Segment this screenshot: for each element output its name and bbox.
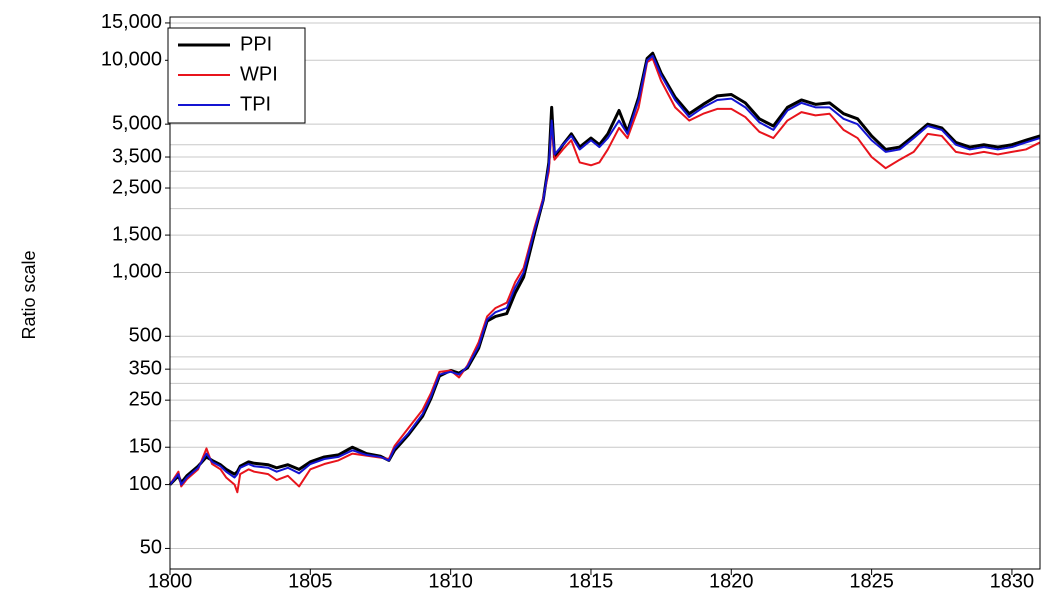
y-tick-label: 1,500: [112, 223, 162, 245]
y-tick-label: 500: [129, 325, 162, 347]
series-line: [169, 54, 1041, 486]
x-tick-label: 1815: [569, 570, 614, 590]
x-tick-label: 1810: [428, 570, 473, 590]
y-tick-label: 100: [129, 473, 162, 495]
y-tick-label: 350: [129, 357, 162, 379]
y-tick-label: 10,000: [101, 49, 162, 71]
x-tick-label: 1805: [288, 570, 333, 590]
y-tick-label: 1,000: [112, 261, 162, 283]
y-tick-label: 5,000: [112, 112, 162, 134]
y-tick-label: 150: [129, 436, 162, 458]
legend-label: TPI: [240, 93, 271, 115]
plot-frame: [169, 16, 1041, 570]
y-axis-label: Ratio scale: [19, 250, 39, 339]
legend-label: PPI: [240, 33, 272, 55]
legend-label: WPI: [240, 63, 278, 85]
y-tick-label: 2,500: [112, 176, 162, 198]
y-tick-label: 250: [129, 388, 162, 410]
y-tick-label: 15,000: [101, 11, 162, 33]
y-tick-label: 50: [140, 537, 162, 559]
x-tick-label: 1825: [849, 570, 894, 590]
x-tick-label: 1820: [709, 570, 754, 590]
legend: PPI WPI TPI: [167, 27, 306, 124]
x-tick-label: 1830: [990, 570, 1035, 590]
y-tick-label: 3,500: [112, 145, 162, 167]
x-tick-label: 1800: [148, 570, 193, 590]
series-line: [169, 57, 1041, 494]
